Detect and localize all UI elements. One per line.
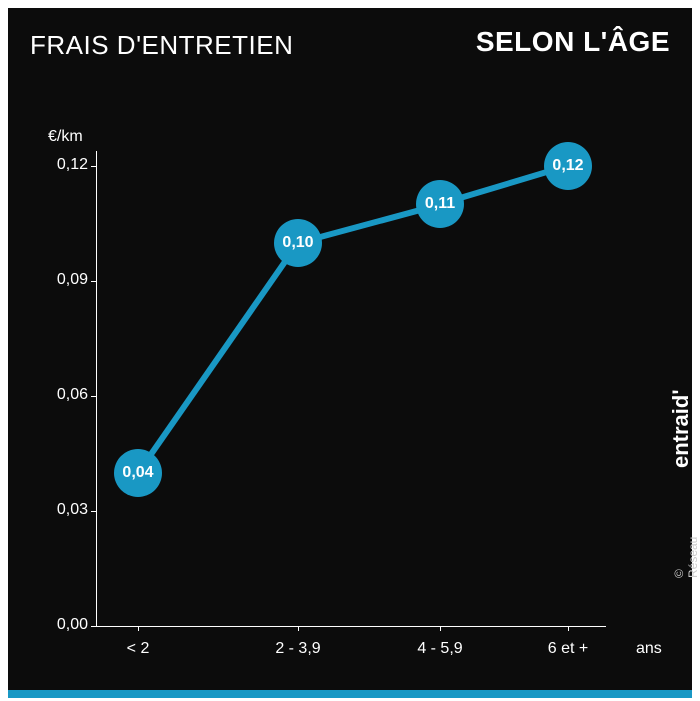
x-tick-mark — [440, 626, 441, 631]
y-tick-label: 0,09 — [38, 271, 88, 289]
x-tick-mark — [298, 626, 299, 631]
x-axis-line — [96, 626, 606, 627]
footer-accent-bar — [8, 690, 692, 698]
credit-text: © Réseau cuma — [672, 537, 700, 578]
y-tick-label: 0,03 — [38, 501, 88, 519]
data-point-marker: 0,11 — [416, 180, 464, 228]
y-tick-mark — [91, 281, 96, 282]
brand-logo-text: entraid' — [668, 389, 694, 468]
title-right: SELON L'ÂGE — [476, 26, 670, 58]
line-segment — [136, 241, 301, 474]
x-tick-label: 6 et + — [518, 640, 618, 658]
y-tick-label: 0,12 — [38, 156, 88, 174]
y-tick-label: 0,00 — [38, 616, 88, 634]
x-tick-mark — [138, 626, 139, 631]
y-tick-mark — [91, 626, 96, 627]
x-tick-mark — [568, 626, 569, 631]
data-point-marker: 0,12 — [544, 142, 592, 190]
x-tick-label: 2 - 3,9 — [248, 640, 348, 658]
chart-panel: FRAIS D'ENTRETIEN SELON L'ÂGE €/km 0,00 0… — [8, 8, 692, 690]
y-tick-mark — [91, 511, 96, 512]
y-tick-mark — [91, 396, 96, 397]
y-tick-label: 0,06 — [38, 386, 88, 404]
data-point-marker: 0,10 — [274, 219, 322, 267]
title-left: FRAIS D'ENTRETIEN — [30, 30, 293, 61]
y-tick-mark — [91, 166, 96, 167]
data-point-marker: 0,04 — [114, 449, 162, 497]
y-axis-line — [96, 151, 97, 626]
y-axis-unit-label: €/km — [48, 128, 83, 146]
canvas: FRAIS D'ENTRETIEN SELON L'ÂGE €/km 0,00 0… — [0, 0, 700, 701]
x-tick-label: 4 - 5,9 — [390, 640, 490, 658]
x-axis-unit-label: ans — [636, 640, 662, 658]
x-tick-label: < 2 — [88, 640, 188, 658]
